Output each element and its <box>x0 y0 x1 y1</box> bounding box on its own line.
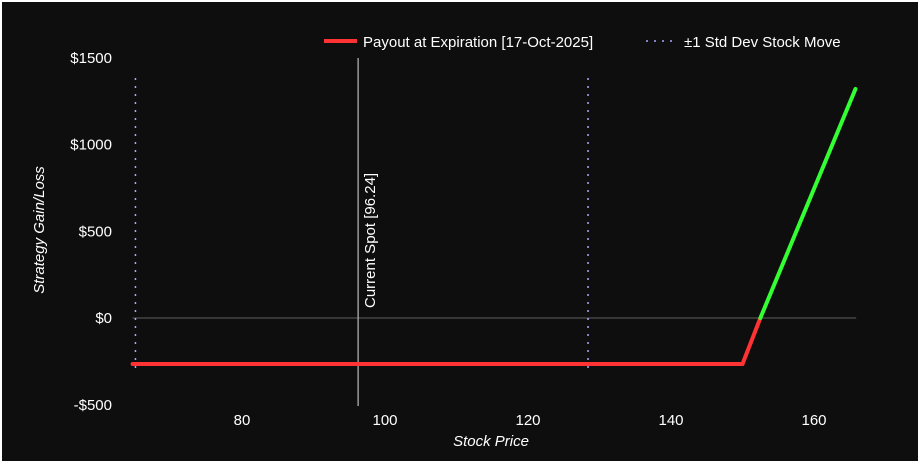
legend-stddev-label: ±1 Std Dev Stock Move <box>684 34 841 51</box>
x-tick-label: 80 <box>234 412 251 429</box>
legend-payout-label: Payout at Expiration [17-Oct-2025] <box>363 34 593 51</box>
payout-loss-segment <box>740 316 763 366</box>
x-tick-label: 140 <box>658 412 683 429</box>
legend: Payout at Expiration [17-Oct-2025] ±1 St… <box>324 34 841 51</box>
x-tick-label: 100 <box>372 412 397 429</box>
y-tick-label: -$500 <box>74 397 112 414</box>
current-spot-label: Current Spot [96.24] <box>362 173 379 308</box>
x-tick-label: 120 <box>515 412 540 429</box>
y-tick-label: $0 <box>95 310 112 327</box>
y-axis-label: Strategy Gain/Loss <box>31 166 48 294</box>
x-tick-label: 160 <box>801 412 826 429</box>
x-axis-label: Stock Price <box>453 433 529 450</box>
y-tick-label: $500 <box>79 223 112 240</box>
y-tick-label: $1000 <box>70 137 112 154</box>
y-tick-label: $1500 <box>70 50 112 67</box>
payout-gain-segment <box>758 86 858 320</box>
